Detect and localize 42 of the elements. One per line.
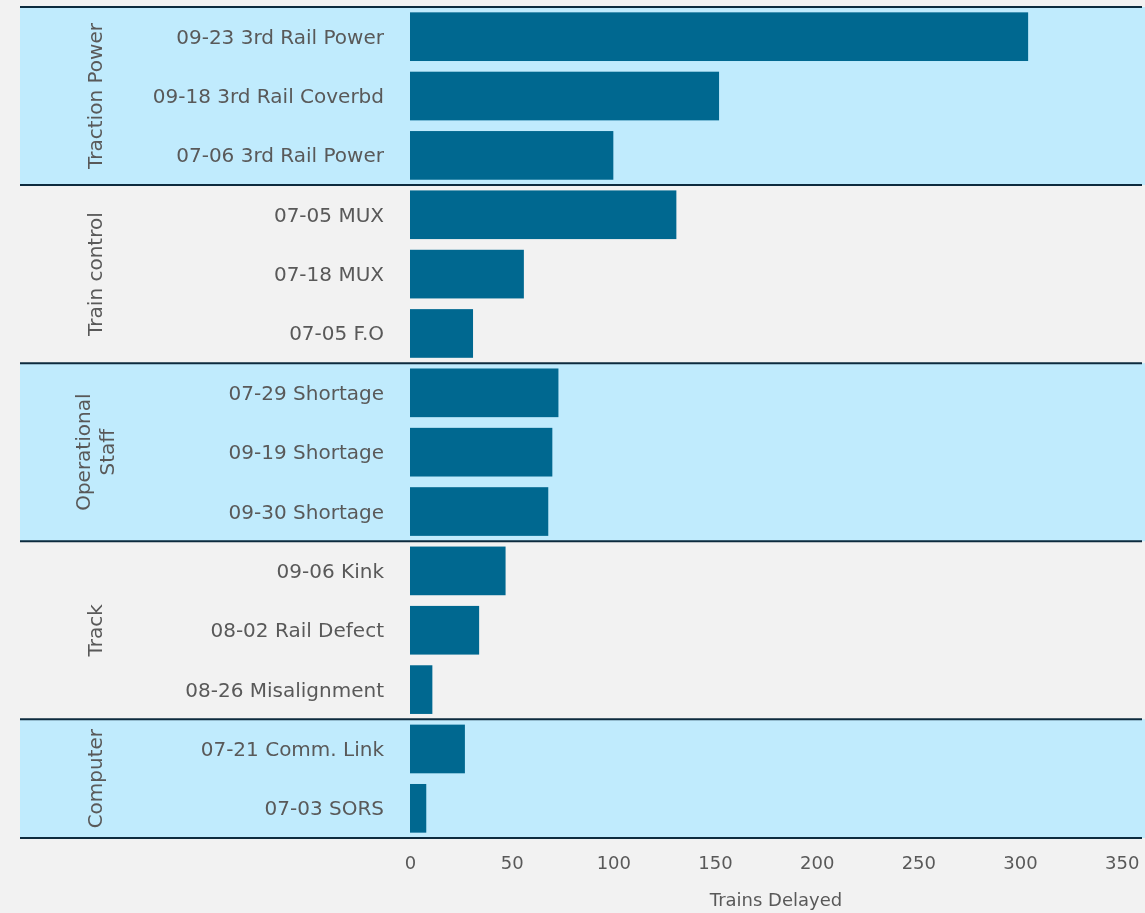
bar: [410, 605, 480, 655]
y-tick-label: 07-05 MUX: [273, 202, 385, 227]
y-tick-label: 07-21 Comm. Link: [200, 736, 385, 761]
bar: [410, 665, 433, 714]
band-label: Traction Power: [83, 22, 107, 170]
x-tick-label: 150: [698, 851, 733, 873]
y-tick-label: 07-05 F.O: [289, 321, 384, 346]
x-tick-label: 350: [1104, 851, 1140, 873]
bar: [410, 724, 465, 774]
y-tick-label: 09-18 3rd Rail Coverbd: [152, 84, 384, 109]
bar: [410, 783, 427, 833]
y-tick-label: 09-19 Shortage: [228, 440, 384, 465]
y-tick-label: 09-30 Shortage: [228, 499, 384, 524]
text: Train control: [83, 212, 107, 337]
y-tick-label: 08-02 Rail Defect: [210, 618, 385, 643]
band-label: Operational Staff: [71, 393, 119, 511]
bar: [410, 190, 677, 240]
text: Track: [83, 603, 107, 658]
x-tick-label: 100: [596, 851, 632, 873]
y-tick-label: 07-29 Shortage: [228, 380, 384, 405]
bar: [410, 249, 524, 299]
x-tick-label: 0: [404, 851, 417, 873]
x-tick-label: 250: [901, 851, 937, 873]
y-tick-label: 07-03 SORS: [264, 796, 384, 821]
x-axis-title: Trains Delayed: [708, 889, 843, 910]
x-tick-label: 200: [799, 851, 835, 873]
y-tick-label: 07-18 MUX: [273, 262, 385, 287]
bar: [410, 131, 614, 180]
x-tick-label: 300: [1003, 851, 1038, 873]
bar: [410, 487, 549, 536]
bar: [410, 368, 559, 418]
x-tick-label: 50: [500, 851, 524, 873]
y-tick-label: 08-26 Misalignment: [185, 677, 385, 702]
y-tick-label: 09-23 3rd Rail Power: [176, 24, 385, 49]
bar: [410, 71, 720, 121]
y-tick-label: 09-06 Kink: [276, 558, 385, 583]
band-label: Computer: [83, 728, 107, 829]
bar: [410, 427, 553, 477]
bar: [410, 546, 506, 596]
bar: [410, 309, 474, 358]
bar: [410, 12, 1029, 62]
y-tick-label: 07-06 3rd Rail Power: [176, 143, 385, 168]
